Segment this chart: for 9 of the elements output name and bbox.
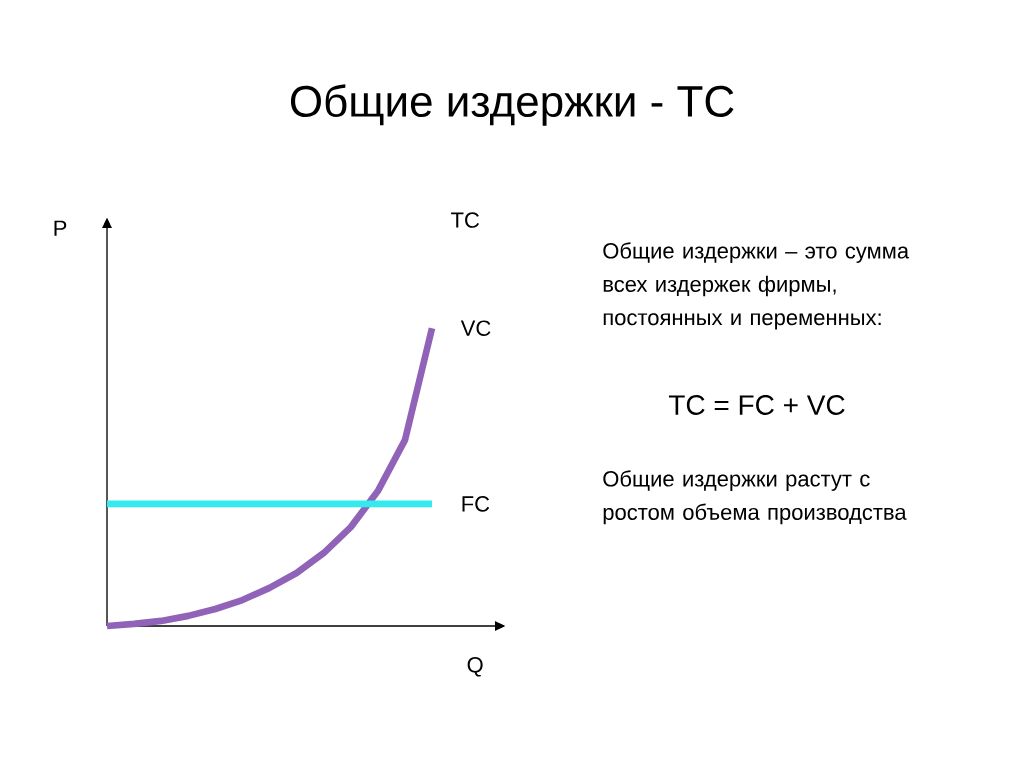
x-axis-title: Q — [467, 657, 483, 677]
series-label: VC — [460, 320, 491, 336]
text: Общие издержки растут с ростом объема производства — [603, 470, 907, 525]
text: TC = FC + VC — [668, 395, 845, 415]
y-axis-title: P — [54, 220, 67, 236]
chart-title: Общие издержки - TC — [290, 84, 734, 126]
text: TC — [451, 212, 480, 228]
series-label: FC — [462, 496, 490, 512]
text: Общие издержки – это сумма всех издержек фирмы, постоянных и переменных: — [603, 242, 910, 330]
